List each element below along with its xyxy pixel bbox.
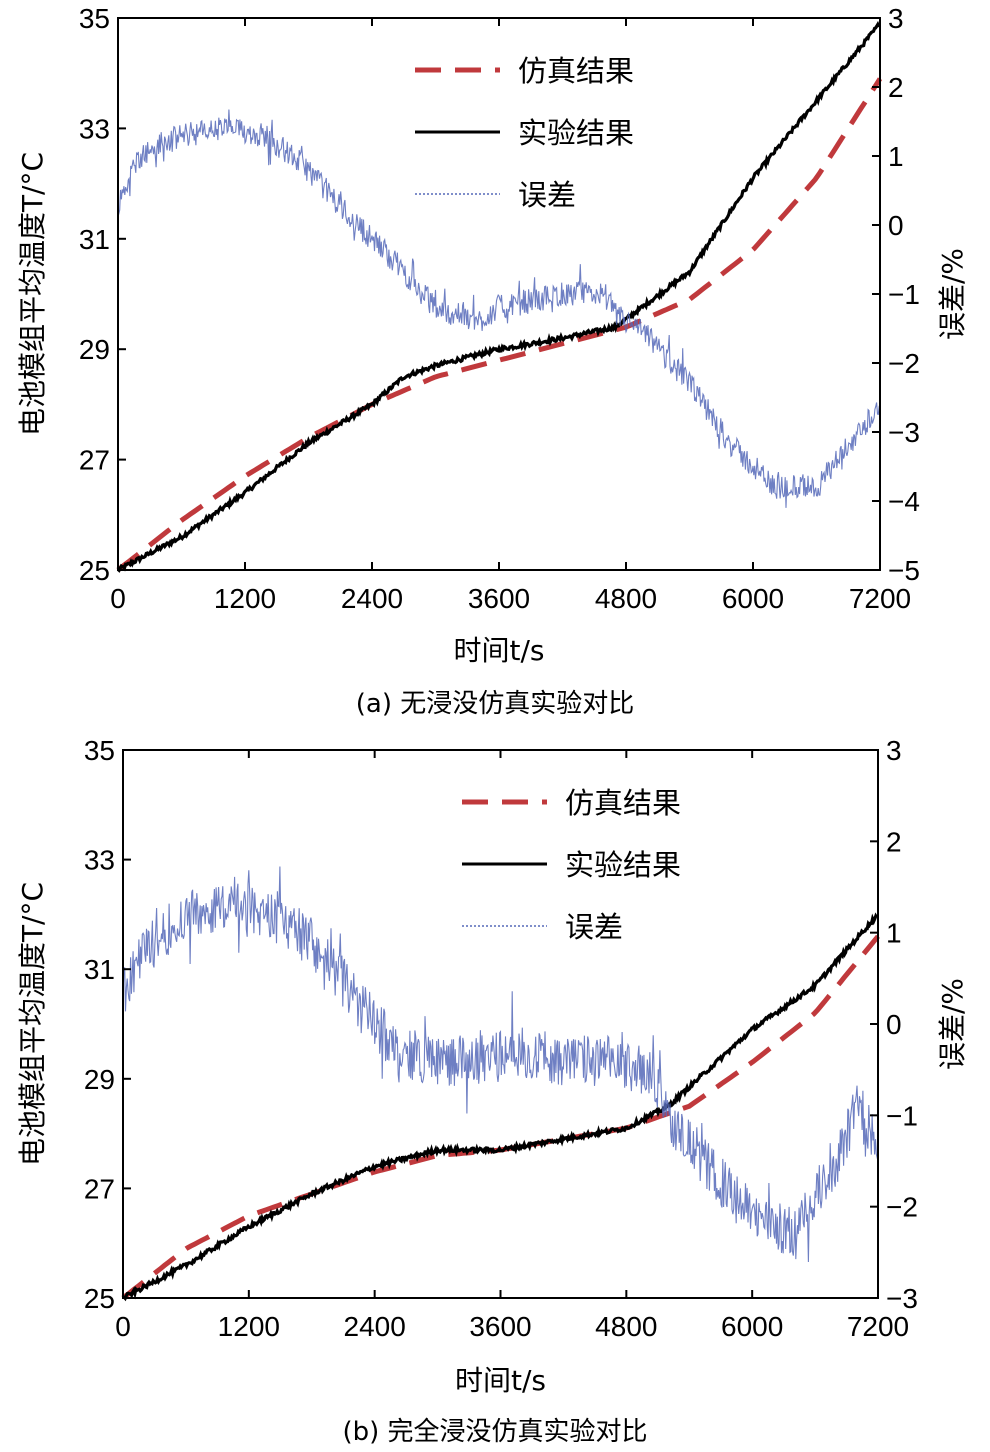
y-left-tick-label: 27 bbox=[79, 445, 110, 476]
series-experiment-line bbox=[123, 916, 877, 1298]
figure-root: 0 1200 2400 3600 4800 6000 7200 25 27 29 31 33 35 −5−… bbox=[0, 0, 990, 1452]
panel-caption: (b) 完全浸没仿真实验对比 bbox=[342, 1417, 647, 1447]
y-right-tick-label: 1 bbox=[886, 918, 902, 949]
x-tick-label: 7200 bbox=[847, 1311, 909, 1342]
legend-label: 误差 bbox=[518, 178, 576, 212]
x-tick-label: 1200 bbox=[218, 1311, 280, 1342]
y-left-tick-label: 29 bbox=[79, 334, 110, 365]
y-left-tick-label: 31 bbox=[79, 224, 110, 255]
x-axis-label: 时间t/s bbox=[453, 634, 544, 667]
y-left-tick-label: 33 bbox=[79, 113, 110, 144]
x-tick-label: 7200 bbox=[849, 583, 911, 614]
series-simulation-line bbox=[118, 79, 880, 570]
y-right-tick-label: 1 bbox=[888, 141, 904, 172]
x-tick-label: 6000 bbox=[722, 583, 784, 614]
y-right-tick-label: 2 bbox=[888, 72, 904, 103]
y-right-tick-label: −5 bbox=[888, 555, 920, 586]
y-left-tick-label: 33 bbox=[84, 845, 115, 876]
x-tick-label: 6000 bbox=[721, 1311, 783, 1342]
y-right-tick-label: −1 bbox=[888, 279, 920, 310]
y-right-axis-label: 误差/% bbox=[936, 978, 969, 1070]
y-left-tick-label: 31 bbox=[84, 954, 115, 985]
x-tick-label: 1200 bbox=[214, 583, 276, 614]
y-right-tick-label: −2 bbox=[886, 1192, 918, 1223]
x-tick-label: 2400 bbox=[341, 583, 403, 614]
x-tick-label: 2400 bbox=[344, 1311, 406, 1342]
y-left-tick-label: 35 bbox=[79, 3, 110, 34]
chart-panel-b: 0 1200 2400 3600 4800 6000 7200252729313335−3−… bbox=[16, 735, 969, 1447]
y-left-axis-label: 电池模组平均温度T/°C bbox=[16, 882, 49, 1166]
chart-panel-a: 0 1200 2400 3600 4800 6000 7200252729313335−5−… bbox=[16, 3, 969, 719]
y-right-tick-label: 0 bbox=[886, 1009, 902, 1040]
y-left-tick-label: 27 bbox=[84, 1173, 115, 1204]
legend-label: 误差 bbox=[565, 910, 623, 944]
y-right-tick-label: 3 bbox=[888, 3, 904, 34]
legend-label: 实验结果 bbox=[565, 848, 681, 882]
x-tick-label: 0 bbox=[110, 583, 126, 614]
y-right-tick-label: 3 bbox=[886, 735, 902, 766]
y-right-tick-label: −1 bbox=[886, 1100, 918, 1131]
x-tick-label: 3600 bbox=[468, 583, 530, 614]
series-experiment-line bbox=[118, 24, 879, 570]
y-left-tick-label: 25 bbox=[79, 555, 110, 586]
chart-canvas: 0 1200 2400 3600 4800 6000 7200252729313335−5−… bbox=[0, 0, 990, 1452]
y-left-tick-label: 25 bbox=[84, 1283, 115, 1314]
series-error-line bbox=[118, 110, 880, 508]
x-tick-label: 4800 bbox=[595, 583, 657, 614]
y-right-tick-label: −3 bbox=[886, 1283, 918, 1314]
y-right-tick-label: −3 bbox=[888, 417, 920, 448]
y-right-tick-label: −2 bbox=[888, 348, 920, 379]
legend-label: 实验结果 bbox=[518, 116, 634, 150]
legend-label: 仿真结果 bbox=[565, 786, 681, 820]
legend-label: 仿真结果 bbox=[518, 54, 634, 88]
y-left-tick-label: 35 bbox=[84, 735, 115, 766]
x-tick-label: 0 bbox=[115, 1311, 131, 1342]
y-left-tick-label: 29 bbox=[84, 1064, 115, 1095]
y-right-tick-label: −4 bbox=[888, 486, 920, 517]
series-simulation-line bbox=[123, 936, 878, 1298]
x-axis-label: 时间t/s bbox=[455, 1364, 546, 1397]
x-tick-label: 4800 bbox=[595, 1311, 657, 1342]
y-right-tick-label: 0 bbox=[888, 210, 904, 241]
y-right-axis-label: 误差/% bbox=[936, 248, 969, 340]
y-left-axis-label: 电池模组平均温度T/°C bbox=[16, 152, 49, 436]
y-right-tick-label: 2 bbox=[886, 826, 902, 857]
series-error-line bbox=[123, 867, 878, 1263]
panel-caption: (a) 无浸没仿真实验对比 bbox=[356, 689, 635, 719]
x-tick-label: 3600 bbox=[469, 1311, 531, 1342]
